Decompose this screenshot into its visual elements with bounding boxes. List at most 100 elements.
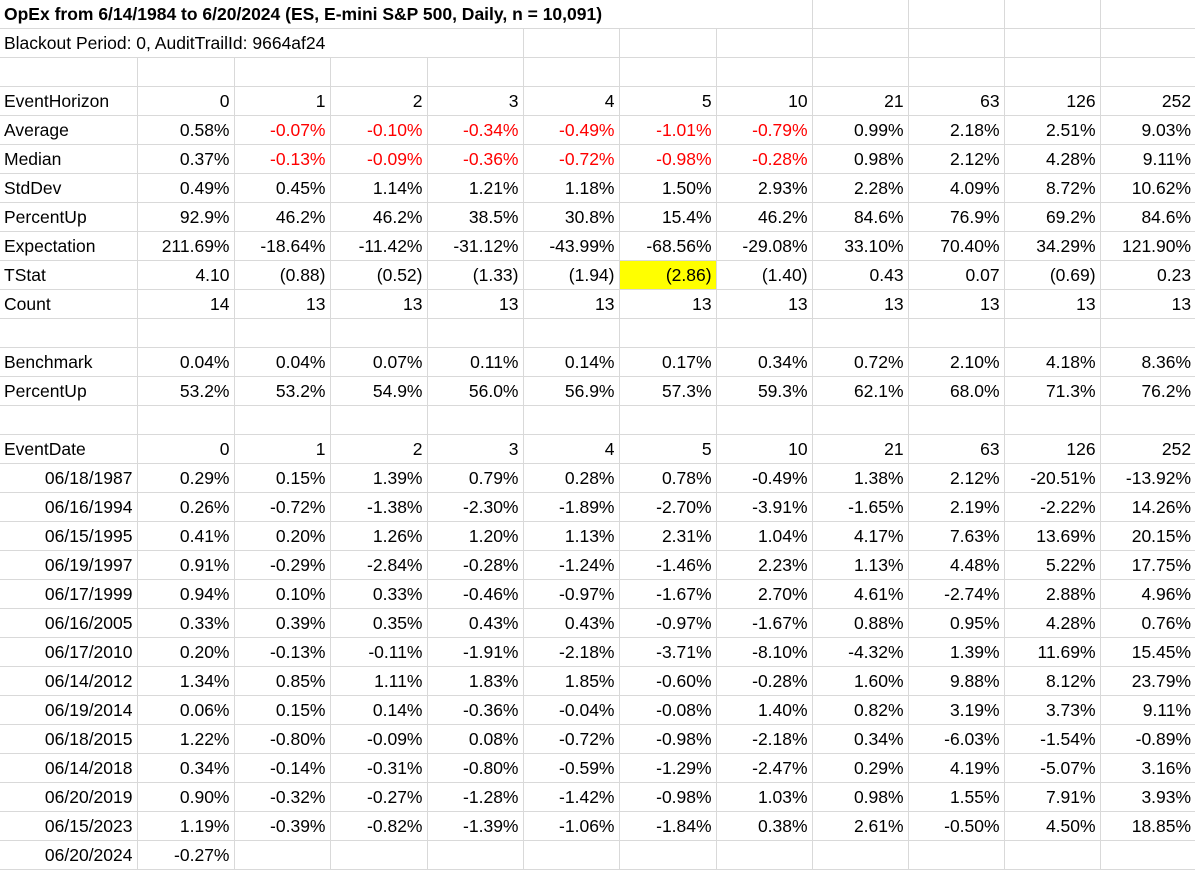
empty-cell (329, 840, 428, 870)
value-cell: 11.69% (1003, 637, 1101, 667)
value-cell: -0.98% (618, 724, 717, 754)
value-cell: 0.38% (715, 811, 813, 841)
value-cell: 0.07% (329, 347, 428, 377)
value-cell: 1.04% (715, 521, 813, 551)
value-cell: 1.60% (811, 666, 909, 696)
sheet-row: 06/19/1997 0.91% -0.29% -2.84% -0.28% -1.24% -… (0, 550, 1195, 580)
horizon-header: 63 (907, 86, 1005, 116)
value-cell: 10.62% (1099, 173, 1195, 203)
value-cell: 20.15% (1099, 521, 1195, 551)
value-cell: 13 (1003, 289, 1101, 319)
value-cell: -2.84% (329, 550, 428, 580)
value-cell: (0.88) (233, 260, 331, 290)
value-cell: 46.2% (233, 202, 331, 232)
empty-cell (522, 405, 620, 435)
value-cell: -0.72% (233, 492, 331, 522)
value-cell: -3.91% (715, 492, 813, 522)
value-cell: -0.32% (233, 782, 331, 812)
horizon-header: 5 (618, 86, 717, 116)
value-cell: 2.10% (907, 347, 1005, 377)
value-cell: 0.95% (907, 608, 1005, 638)
value-cell: 15.4% (618, 202, 717, 232)
value-cell: 0.15% (233, 463, 331, 493)
sheet-row: 06/14/2018 0.34% -0.14% -0.31% -0.80% -0.59% -… (0, 753, 1195, 783)
value-cell: 0.90% (136, 782, 235, 812)
value-cell: -2.30% (426, 492, 524, 522)
value-cell: 0.49% (136, 173, 235, 203)
value-cell: -1.65% (811, 492, 909, 522)
value-cell: 0.17% (618, 347, 717, 377)
value-cell: 1.19% (136, 811, 235, 841)
row-label: PercentUp (0, 376, 138, 406)
row-label: Average (0, 115, 138, 145)
row-label: 06/14/2012 (0, 666, 138, 696)
value-cell: 0.43% (426, 608, 524, 638)
empty-cell (811, 0, 909, 29)
sheet-row: 06/18/1987 0.29% 0.15% 1.39% 0.79% 0.28% 0.78%… (0, 463, 1195, 493)
value-cell: 0.35% (329, 608, 428, 638)
value-cell: -0.59% (522, 753, 620, 783)
sheet-row: 06/15/1995 0.41% 0.20% 1.26% 1.20% 1.13% 2.31%… (0, 521, 1195, 551)
value-cell: 13.69% (1003, 521, 1101, 551)
empty-cell (715, 840, 813, 870)
value-cell: 4.48% (907, 550, 1005, 580)
value-cell: 1.38% (811, 463, 909, 493)
value-cell: 1.50% (618, 173, 717, 203)
empty-cell (1003, 405, 1101, 435)
row-label: Expectation (0, 231, 138, 261)
value-cell: 2.28% (811, 173, 909, 203)
value-cell: 1.20% (426, 521, 524, 551)
value-cell: 0.14% (522, 347, 620, 377)
value-cell: 18.85% (1099, 811, 1195, 841)
value-cell: -1.84% (618, 811, 717, 841)
row-label: 06/19/1997 (0, 550, 138, 580)
value-cell: 0.34% (811, 724, 909, 754)
empty-cell (811, 840, 909, 870)
value-cell: -31.12% (426, 231, 524, 261)
sheet-row: 06/16/1994 0.26% -0.72% -1.38% -2.30% -1.89% -… (0, 492, 1195, 522)
value-cell: 13 (715, 289, 813, 319)
empty-cell (522, 28, 620, 58)
empty-cell (522, 318, 620, 348)
sheet-row: 06/20/2024 -0.27% (0, 840, 1195, 870)
value-cell: 121.90% (1099, 231, 1195, 261)
row-label: 06/17/2010 (0, 637, 138, 667)
value-cell: 4.19% (907, 753, 1005, 783)
empty-cell (233, 840, 331, 870)
value-cell: 0.23 (1099, 260, 1195, 290)
empty-cell (907, 840, 1005, 870)
value-cell: 2.19% (907, 492, 1005, 522)
row-label: 06/20/2024 (0, 840, 138, 870)
sheet-row: 06/14/2012 1.34% 0.85% 1.11% 1.83% 1.85% -0.60… (0, 666, 1195, 696)
value-cell: -0.28% (715, 144, 813, 174)
empty-cell (907, 28, 1005, 58)
value-cell: -0.79% (715, 115, 813, 145)
value-cell: -0.09% (329, 724, 428, 754)
value-cell: 84.6% (1099, 202, 1195, 232)
horizon-header: 0 (136, 86, 235, 116)
empty-cell (907, 0, 1005, 29)
value-cell: 0.14% (329, 695, 428, 725)
row-label: PercentUp (0, 202, 138, 232)
value-cell: 3.73% (1003, 695, 1101, 725)
value-cell: -0.13% (233, 637, 331, 667)
value-cell: -1.89% (522, 492, 620, 522)
empty-cell (811, 57, 909, 87)
row-label: 06/18/2015 (0, 724, 138, 754)
empty-cell (233, 57, 331, 87)
value-cell: -0.39% (233, 811, 331, 841)
value-cell: 4.17% (811, 521, 909, 551)
value-cell: -0.80% (426, 753, 524, 783)
sheet-row (0, 318, 1195, 348)
value-cell: 2.88% (1003, 579, 1101, 609)
value-cell: (1.40) (715, 260, 813, 290)
value-cell: 13 (1099, 289, 1195, 319)
value-cell: -0.82% (329, 811, 428, 841)
row-label: StdDev (0, 173, 138, 203)
value-cell: 1.11% (329, 666, 428, 696)
value-cell: 13 (522, 289, 620, 319)
value-cell: 4.09% (907, 173, 1005, 203)
row-label: 06/16/1994 (0, 492, 138, 522)
value-cell: (0.69) (1003, 260, 1101, 290)
